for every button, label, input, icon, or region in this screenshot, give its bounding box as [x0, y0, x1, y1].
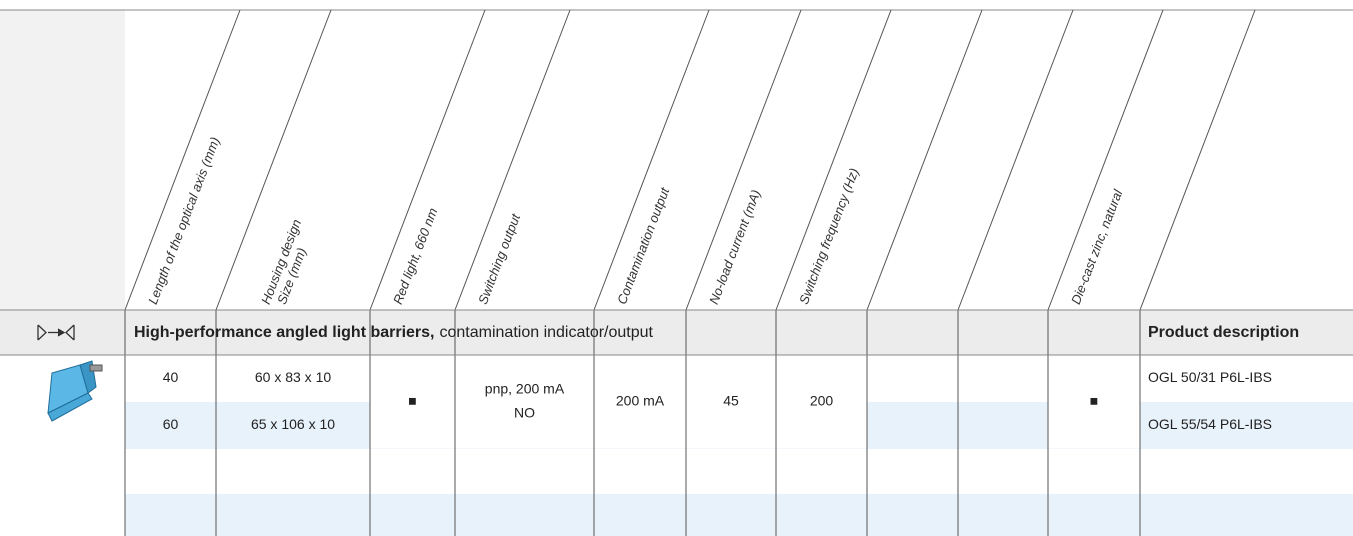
section-title-rest: contamination indicator/output: [440, 324, 654, 341]
column-header: Switching output: [475, 211, 524, 307]
header-divider: [685, 9, 802, 311]
column-header: Switching frequency (Hz): [796, 166, 862, 306]
cell: pnp, 200 mA: [485, 381, 565, 397]
section-band: [0, 310, 1353, 355]
header-divider: [124, 9, 241, 311]
section-title: High-performance angled light barriers, c…: [134, 324, 654, 341]
cell: ■: [408, 393, 416, 409]
column-header: No-load current (mA): [706, 188, 763, 307]
cell: 200 mA: [616, 393, 665, 409]
section-title-bold: High-performance angled light barriers,: [134, 324, 435, 341]
header-divider: [775, 9, 892, 311]
header-divider: [454, 9, 571, 311]
cell: ■: [1090, 393, 1098, 409]
column-header: Length of the optical axis (mm): [145, 135, 223, 306]
column-header: Contamination output: [614, 184, 673, 306]
merged-cell: [776, 355, 867, 449]
merged-cell: [455, 355, 594, 449]
column-header: Red light, 660 nm: [390, 206, 441, 307]
product-code: OGL 50/31 P6L-IBS: [1148, 369, 1272, 385]
merged-cell: [1048, 355, 1140, 449]
cell: 60 x 83 x 10: [255, 369, 331, 385]
merged-cell: [594, 355, 686, 449]
header-corner: [0, 10, 125, 310]
header-divider: [866, 9, 983, 311]
cell: 45: [723, 393, 739, 409]
cell: 200: [810, 393, 834, 409]
header-divider: [215, 9, 332, 311]
description-header: Product description: [1148, 324, 1299, 341]
header-divider: [593, 9, 710, 311]
merged-cell: [370, 355, 455, 449]
row-band: [125, 494, 1353, 536]
cell: 60: [163, 416, 179, 432]
header-divider: [369, 9, 486, 311]
merged-cell: [686, 355, 776, 449]
cell: NO: [514, 405, 535, 421]
header-divider: [1047, 9, 1164, 311]
cell: 65 x 106 x 10: [251, 416, 335, 432]
light-barrier-icon: [37, 324, 75, 341]
header-divider: [957, 9, 1074, 311]
header-divider: [1139, 9, 1256, 311]
column-header: Die-cast zinc, natural: [1068, 187, 1126, 307]
product-code: OGL 55/54 P6L-IBS: [1148, 416, 1272, 432]
cell: 40: [163, 369, 179, 385]
product-image: [47, 360, 103, 422]
